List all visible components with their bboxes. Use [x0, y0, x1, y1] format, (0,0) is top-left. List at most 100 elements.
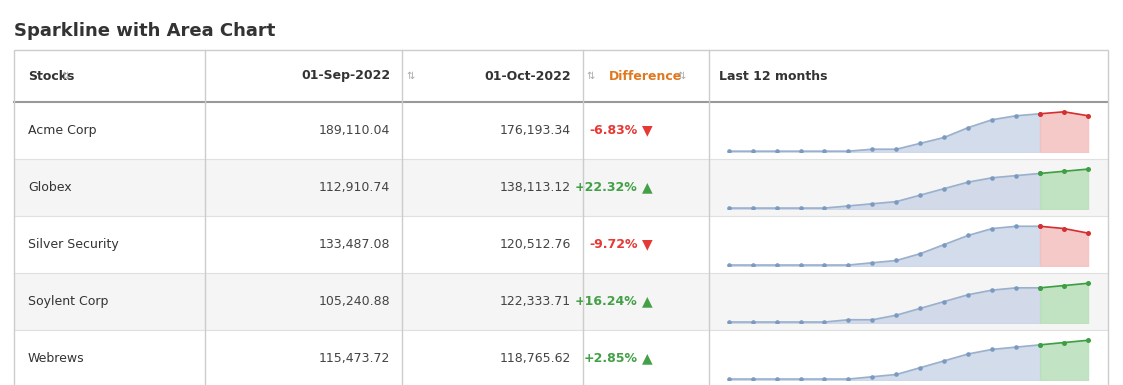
Text: ▲: ▲ — [641, 295, 652, 308]
Point — [792, 148, 810, 154]
Text: ▲: ▲ — [641, 352, 652, 365]
Point — [1007, 172, 1025, 179]
Text: 120,512.76: 120,512.76 — [500, 238, 570, 251]
Text: Difference: Difference — [609, 70, 683, 82]
Point — [840, 262, 858, 268]
Text: Globex: Globex — [28, 181, 72, 194]
Point — [887, 146, 905, 152]
Text: ⇅: ⇅ — [587, 71, 595, 81]
Text: +16.24%: +16.24% — [575, 295, 638, 308]
Point — [935, 358, 953, 364]
Text: ⇅: ⇅ — [61, 71, 70, 81]
Text: ⇅: ⇅ — [407, 71, 414, 81]
Point — [864, 374, 882, 380]
Point — [1056, 340, 1074, 346]
Point — [1079, 166, 1097, 172]
Point — [864, 146, 882, 152]
Text: 122,333.71: 122,333.71 — [500, 295, 570, 308]
Point — [1056, 283, 1074, 289]
Point — [1031, 110, 1049, 117]
Point — [912, 365, 930, 371]
Point — [1031, 342, 1049, 348]
Point — [815, 148, 833, 154]
Point — [1007, 113, 1025, 119]
Point — [792, 376, 810, 382]
Point — [815, 262, 833, 268]
Text: Last 12 months: Last 12 months — [719, 70, 828, 82]
Point — [1031, 342, 1049, 348]
Text: 01-Oct-2022: 01-Oct-2022 — [484, 70, 570, 82]
Bar — [13, 330, 1108, 385]
Point — [984, 226, 1002, 232]
Point — [935, 186, 953, 192]
Bar — [13, 273, 1108, 330]
Point — [1079, 230, 1097, 236]
Point — [840, 148, 858, 154]
Point — [1079, 113, 1097, 119]
Point — [792, 319, 810, 325]
Bar — [13, 50, 1108, 385]
Text: +2.85%: +2.85% — [584, 352, 638, 365]
Point — [984, 346, 1002, 352]
Point — [1031, 110, 1049, 117]
Point — [984, 175, 1002, 181]
Bar — [13, 216, 1108, 273]
Text: Stocks: Stocks — [28, 70, 74, 82]
Point — [887, 372, 905, 378]
Point — [1007, 344, 1025, 350]
Point — [1079, 280, 1097, 286]
Text: Acme Corp: Acme Corp — [28, 124, 97, 137]
Point — [1031, 223, 1049, 229]
Point — [959, 179, 977, 185]
Point — [1031, 170, 1049, 176]
Point — [887, 199, 905, 205]
Point — [864, 316, 882, 323]
Point — [720, 205, 738, 211]
Text: -6.83%: -6.83% — [590, 124, 638, 137]
Point — [1031, 285, 1049, 291]
Point — [720, 148, 738, 154]
Text: 115,473.72: 115,473.72 — [319, 352, 391, 365]
Point — [720, 262, 738, 268]
Text: Sparkline with Area Chart: Sparkline with Area Chart — [13, 22, 275, 40]
Point — [935, 134, 953, 141]
Point — [743, 205, 761, 211]
Bar — [13, 159, 1108, 216]
Text: ▼: ▼ — [641, 238, 652, 251]
Point — [1031, 170, 1049, 176]
Point — [1056, 109, 1074, 115]
Point — [935, 241, 953, 248]
Point — [984, 117, 1002, 123]
Point — [815, 205, 833, 211]
Text: 118,765.62: 118,765.62 — [500, 352, 570, 365]
Point — [743, 376, 761, 382]
Point — [959, 291, 977, 298]
Point — [912, 251, 930, 257]
Point — [887, 312, 905, 318]
Text: 105,240.88: 105,240.88 — [319, 295, 391, 308]
Point — [840, 376, 858, 382]
Point — [768, 319, 786, 325]
Text: 133,487.08: 133,487.08 — [319, 238, 391, 251]
Point — [912, 192, 930, 198]
Point — [984, 287, 1002, 293]
Text: 189,110.04: 189,110.04 — [319, 124, 391, 137]
Point — [743, 319, 761, 325]
Point — [864, 259, 882, 266]
Text: Webrews: Webrews — [28, 352, 84, 365]
Point — [959, 351, 977, 357]
Text: Soylent Corp: Soylent Corp — [28, 295, 109, 308]
Point — [768, 262, 786, 268]
Bar — [13, 50, 1108, 102]
Text: ▲: ▲ — [641, 181, 652, 194]
Point — [935, 298, 953, 305]
Point — [1056, 168, 1074, 174]
Text: 176,193.34: 176,193.34 — [500, 124, 570, 137]
Point — [743, 148, 761, 154]
Point — [887, 258, 905, 264]
Text: +22.32%: +22.32% — [575, 181, 638, 194]
Point — [768, 205, 786, 211]
Point — [768, 148, 786, 154]
Text: -9.72%: -9.72% — [590, 238, 638, 251]
Point — [959, 232, 977, 238]
